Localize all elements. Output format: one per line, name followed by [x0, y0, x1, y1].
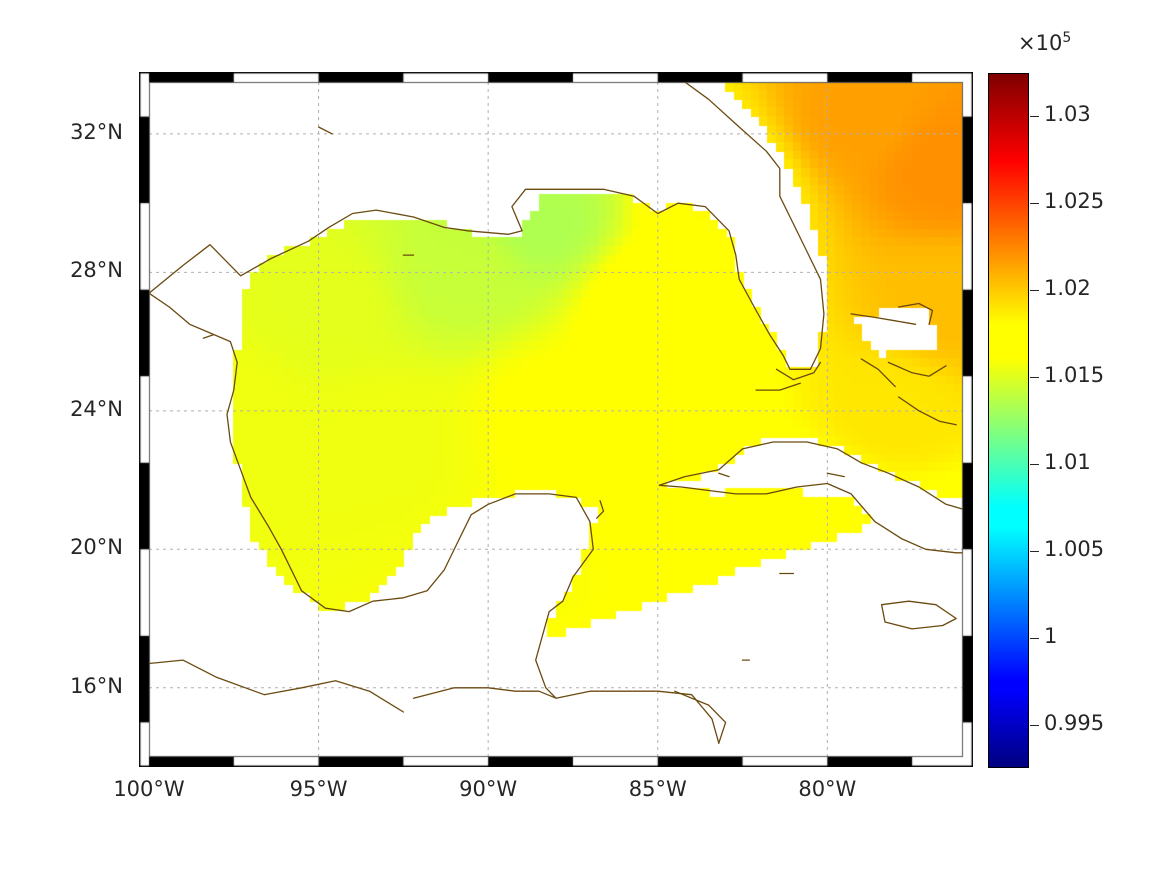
coastline-path: [658, 482, 963, 554]
coastline-path: [897, 302, 934, 325]
latitude-tick-label: 32°N: [70, 119, 123, 144]
colorbar-tick-label: 1: [1044, 623, 1058, 648]
coastline-path: [887, 361, 947, 377]
latitude-tick-label: 16°N: [70, 673, 123, 698]
latitude-tick-label: 28°N: [70, 258, 123, 283]
map-plot-area[interactable]: [149, 82, 963, 757]
coastline-path: [850, 313, 917, 325]
colorbar-tick-mark: [1030, 377, 1039, 379]
colorbar-tick-label: 0.995: [1044, 710, 1105, 735]
coastline-path: [317, 126, 333, 135]
colorbar-tick-mark: [1030, 463, 1039, 465]
colorbar-tick-label: 1.01: [1044, 449, 1091, 474]
coastline-path: [149, 82, 825, 370]
coastline-path: [718, 472, 730, 478]
map-axes[interactable]: [139, 72, 973, 767]
coastline-path: [826, 472, 845, 478]
colorbar-exponent-label: ×105: [1018, 30, 1072, 55]
colorbar-tick-mark: [1030, 116, 1039, 118]
longitude-tick-label: 100°W: [113, 777, 185, 801]
colorbar[interactable]: [988, 73, 1029, 768]
coastline-path: [149, 659, 405, 713]
coastline-path: [149, 292, 720, 744]
coastline-path: [412, 687, 557, 699]
coastline-path: [596, 500, 605, 519]
longitude-tick-label: 85°W: [628, 777, 687, 801]
colorbar-tick-label: 1.03: [1044, 102, 1091, 127]
longitude-tick-label: 90°W: [459, 777, 518, 801]
colorbar-tick-label: 1.005: [1044, 536, 1105, 561]
latitude-tick-label: 24°N: [70, 396, 123, 421]
coastline-path: [755, 382, 801, 391]
colorbar-tick-mark: [1030, 203, 1039, 205]
coastline-path: [775, 361, 822, 381]
coastline-path: [897, 396, 957, 426]
colorbar-tick-mark: [1030, 724, 1039, 726]
coastline-path: [202, 334, 215, 339]
longitude-tick-label: 95°W: [289, 777, 348, 801]
colorbar-tick-label: 1.025: [1044, 189, 1105, 214]
colorbar-tick-mark: [1030, 290, 1039, 292]
colorbar-tick-label: 1.015: [1044, 363, 1105, 388]
coastline-path: [880, 600, 957, 630]
colorbar-gradient: [989, 74, 1028, 767]
coastline-overlay: [149, 82, 963, 744]
colorbar-tick-mark: [1030, 550, 1039, 552]
colorbar-tick-label: 1.02: [1044, 276, 1091, 301]
coastline-path: [674, 690, 727, 744]
latitude-tick-label: 20°N: [70, 535, 123, 560]
colorbar-tick-mark: [1030, 637, 1039, 639]
longitude-tick-label: 80°W: [798, 777, 857, 801]
